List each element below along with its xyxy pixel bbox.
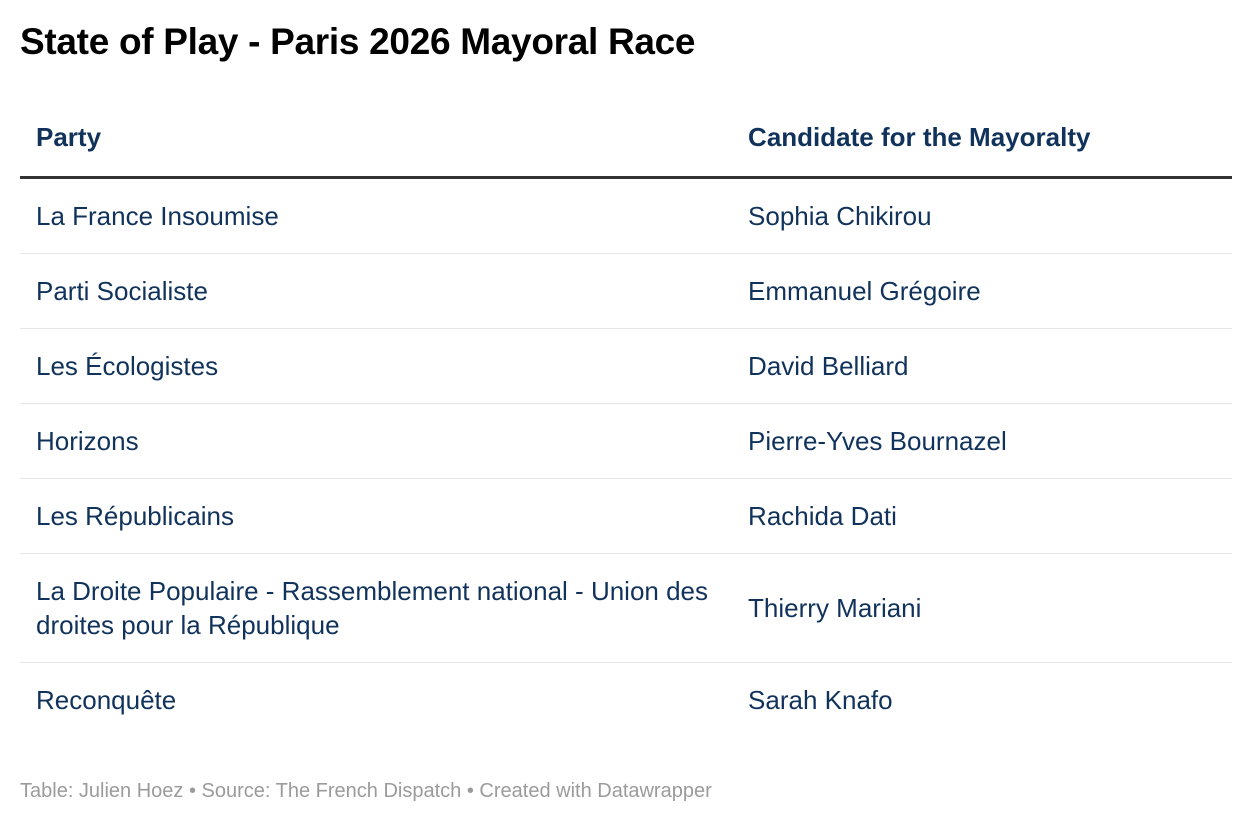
party-cell: La Droite Populaire - Rassemblement nati… <box>20 553 733 663</box>
candidate-cell: David Belliard <box>732 328 1232 404</box>
candidate-cell: Thierry Mariani <box>732 553 1232 663</box>
party-cell: Les Républicains <box>20 478 733 554</box>
column-header-candidate: Candidate for the Mayoralty <box>732 112 1232 179</box>
table-row: Horizons Pierre-Yves Bournazel <box>20 403 1232 479</box>
column-header-party: Party <box>20 112 733 179</box>
attribution-footer: Table: Julien Hoez • Source: The French … <box>20 780 712 802</box>
party-cell: La France Insoumise <box>36 201 279 231</box>
header-row: Party Candidate for the Mayoralty <box>20 112 1232 179</box>
table-row: Reconquête Sarah Knafo <box>20 662 1232 737</box>
party-cell: Les Écologistes <box>20 328 733 404</box>
party-cell: Horizons <box>20 403 733 479</box>
table-row: La France Insoumise Sophia Chikirou <box>20 178 1232 254</box>
table-row: Les Républicains Rachida Dati <box>20 478 1232 554</box>
table-row: La Droite Populaire - Rassemblement nati… <box>20 553 1232 663</box>
chart-title: State of Play - Paris 2026 Mayoral Race <box>20 21 696 62</box>
candidate-cell: Pierre-Yves Bournazel <box>732 403 1232 479</box>
table-row: Parti Socialiste Emmanuel Grégoire <box>20 253 1232 329</box>
data-table: Party Candidate for the Mayoralty La Fra… <box>20 112 1232 737</box>
party-cell: Reconquête <box>20 662 733 737</box>
candidate-cell: Emmanuel Grégoire <box>732 253 1232 329</box>
table-row: Les Écologistes David Belliard <box>20 328 1232 404</box>
party-cell: Parti Socialiste <box>20 253 733 329</box>
candidate-cell: Rachida Dati <box>732 478 1232 554</box>
candidate-cell: Sophia Chikirou <box>748 201 932 231</box>
candidate-cell: Sarah Knafo <box>732 662 1232 737</box>
